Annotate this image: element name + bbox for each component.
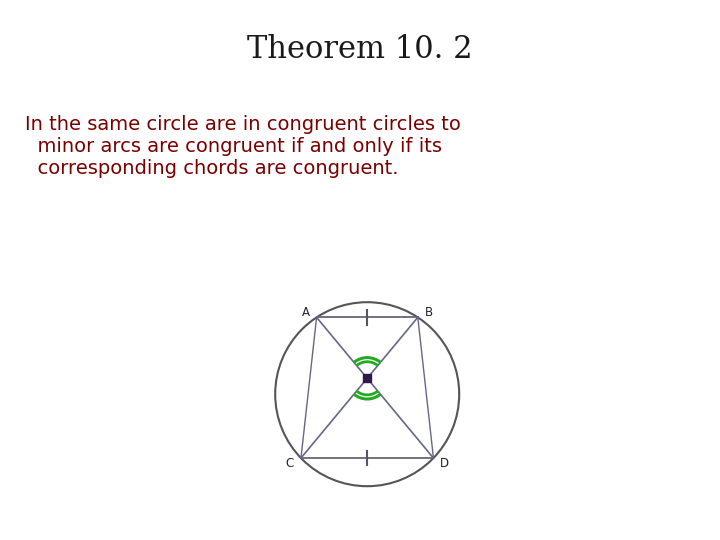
Text: C: C: [286, 457, 294, 470]
Text: minor arcs are congruent if and only if its: minor arcs are congruent if and only if …: [25, 138, 442, 157]
Text: A: A: [302, 306, 310, 319]
Text: B: B: [425, 306, 433, 319]
Text: corresponding chords are congruent.: corresponding chords are congruent.: [25, 159, 398, 179]
Text: D: D: [440, 457, 449, 470]
Text: In the same circle are in congruent circles to: In the same circle are in congruent circ…: [25, 116, 461, 134]
Text: Theorem 10. 2: Theorem 10. 2: [247, 35, 473, 65]
